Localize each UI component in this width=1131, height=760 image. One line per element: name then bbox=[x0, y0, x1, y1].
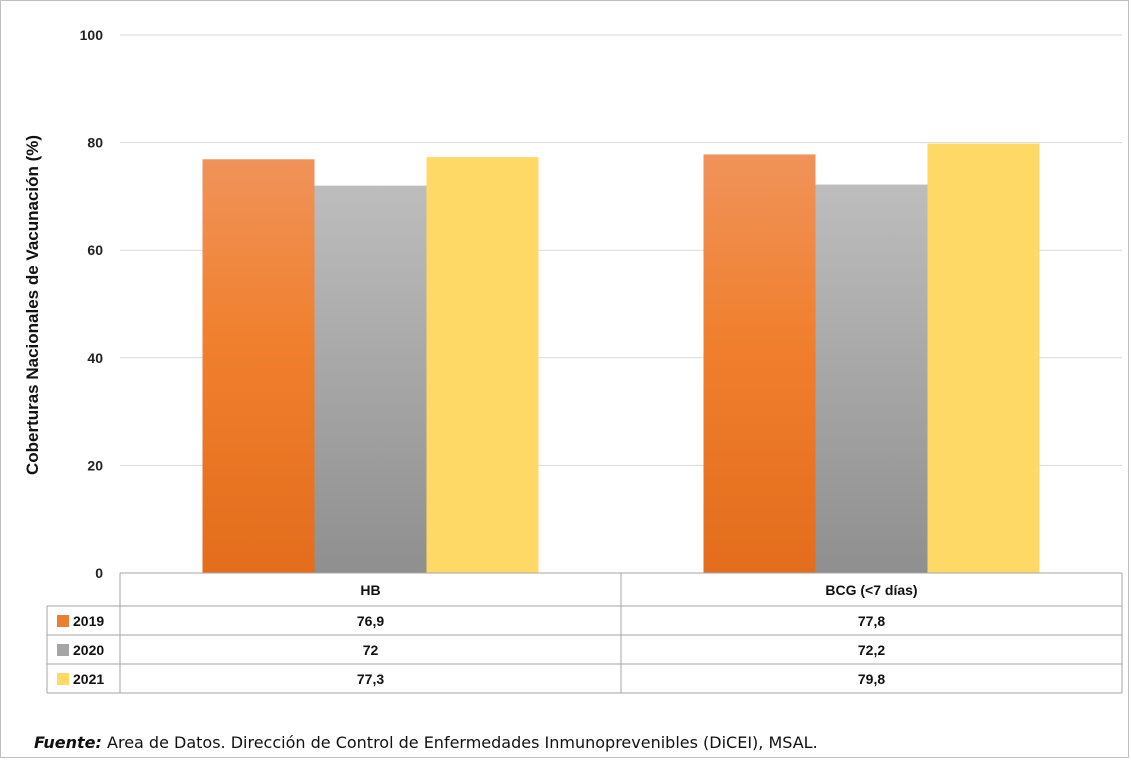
bar-2019-0 bbox=[202, 159, 315, 573]
legend-label-2021: 2021 bbox=[73, 671, 104, 687]
bar-2020-1 bbox=[815, 184, 928, 573]
legend-swatch-2019 bbox=[57, 615, 69, 627]
data-label-2019-0: 76,9 bbox=[357, 613, 384, 629]
y-tick-label: 0 bbox=[95, 565, 103, 581]
bar-chart: 0 20 40 60 80 100 HB BCG (<7 días) 2019 76,9 77,8… bbox=[23, 27, 1123, 694]
source-note: Fuente: Area de Datos. Dirección de Cont… bbox=[34, 733, 818, 752]
y-axis-label: Coberturas Nacionales de Vacunación (%) bbox=[23, 135, 42, 475]
legend-label-2019: 2019 bbox=[73, 613, 104, 629]
data-label-2021-0: 77,3 bbox=[357, 671, 384, 687]
y-tick-label: 100 bbox=[80, 27, 104, 43]
source-text: Area de Datos. Dirección de Control de E… bbox=[101, 733, 818, 752]
y-tick-label: 40 bbox=[87, 350, 103, 366]
bar-2021-1 bbox=[927, 143, 1040, 573]
data-label-2021-1: 79,8 bbox=[858, 671, 885, 687]
category-label: BCG (<7 días) bbox=[825, 582, 917, 598]
category-label: HB bbox=[360, 582, 380, 598]
data-label-2020-0: 72 bbox=[363, 642, 379, 658]
y-tick-label: 80 bbox=[87, 135, 103, 151]
legend-swatch-2020 bbox=[57, 644, 69, 656]
legend-label-2020: 2020 bbox=[73, 642, 104, 658]
data-label-2020-1: 72,2 bbox=[858, 642, 885, 658]
bar-2020-0 bbox=[314, 185, 427, 573]
data-label-2019-1: 77,8 bbox=[858, 613, 885, 629]
legend-swatch-2021 bbox=[57, 673, 69, 685]
y-tick-label: 60 bbox=[87, 242, 103, 258]
bar-2021-0 bbox=[426, 157, 539, 573]
source-lead: Fuente: bbox=[34, 733, 102, 752]
bar-2019-1 bbox=[703, 154, 816, 573]
y-tick-label: 20 bbox=[87, 457, 103, 473]
